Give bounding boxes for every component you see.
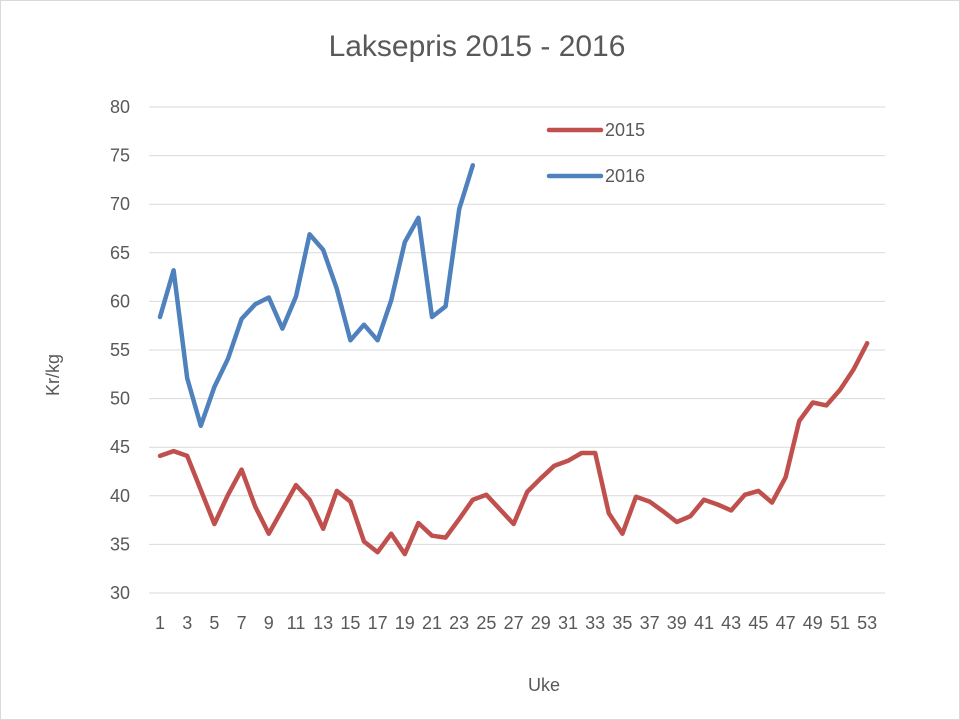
y-tick-label: 30 (110, 583, 130, 603)
series-line-2016 (157, 163, 476, 429)
y-tick-label: 60 (110, 291, 130, 311)
x-tick-label: 25 (476, 613, 496, 633)
x-tick-label: 45 (748, 613, 768, 633)
series-line-2015 (157, 340, 870, 557)
x-tick-label: 29 (531, 613, 551, 633)
y-tick-label: 75 (110, 146, 130, 166)
x-tick-label: 53 (857, 613, 877, 633)
x-tick-label: 35 (612, 613, 632, 633)
x-tick-label: 41 (694, 613, 714, 633)
x-axis-label: Uke (528, 675, 560, 695)
y-tick-label: 65 (110, 243, 130, 263)
y-tick-label: 45 (110, 437, 130, 457)
series-lines (157, 163, 870, 557)
y-tick-label: 80 (110, 97, 130, 117)
legend: 2015 2016 (546, 120, 645, 186)
x-tick-label: 27 (504, 613, 524, 633)
legend-label-2015: 2015 (605, 120, 645, 140)
x-tick-label: 13 (313, 613, 333, 633)
y-axis-label: Kr/kg (43, 354, 63, 396)
y-tick-label: 35 (110, 534, 130, 554)
x-tick-label: 47 (776, 613, 796, 633)
x-tick-label: 43 (721, 613, 741, 633)
x-tick-label: 3 (182, 613, 192, 633)
x-tick-label: 51 (830, 613, 850, 633)
x-tick-label: 23 (449, 613, 469, 633)
x-tick-label: 49 (803, 613, 823, 633)
x-tick-label: 33 (585, 613, 605, 633)
x-tick-label: 37 (640, 613, 660, 633)
x-tick-label: 17 (368, 613, 388, 633)
x-tick-label: 39 (667, 613, 687, 633)
x-tick-label: 21 (422, 613, 442, 633)
y-tick-label: 55 (110, 340, 130, 360)
y-tick-label: 70 (110, 194, 130, 214)
y-axis-ticks: 30 35 40 45 50 55 60 65 70 75 80 (110, 97, 130, 603)
x-tick-label: 7 (237, 613, 247, 633)
x-tick-label: 15 (340, 613, 360, 633)
x-tick-label: 9 (264, 613, 274, 633)
x-tick-label: 5 (209, 613, 219, 633)
chart-title: Laksepris 2015 - 2016 (329, 30, 626, 63)
y-tick-label: 40 (110, 486, 130, 506)
x-tick-label: 31 (558, 613, 578, 633)
x-tick-label: 19 (395, 613, 415, 633)
legend-label-2016: 2016 (605, 166, 645, 186)
x-tick-label: 1 (155, 613, 165, 633)
x-axis-ticks: 1 3 5 7 9 11 13 15 17 19 21 23 25 27 29 31 33 35 37 39 41 43 4… (155, 613, 877, 633)
y-tick-label: 50 (110, 389, 130, 409)
x-tick-label: 11 (287, 613, 306, 633)
